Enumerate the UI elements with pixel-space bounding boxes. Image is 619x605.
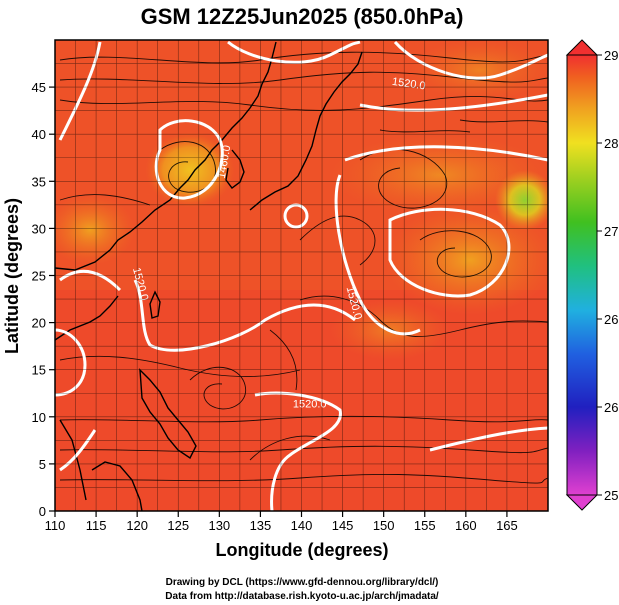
- colorbar-tick-label: 277: [604, 224, 619, 239]
- credit-line-1: Drawing by DCL (https://www.gfd-dennou.o…: [166, 577, 439, 588]
- y-tick-label: 10: [32, 410, 46, 425]
- x-tick-label: 130: [208, 518, 230, 533]
- colorbar-bottom-triangle: [565, 494, 599, 511]
- colorbar-tick-label: 253: [604, 488, 619, 503]
- x-tick-label: 115: [86, 518, 107, 533]
- x-tick-label: 165: [496, 518, 518, 533]
- y-tick-label: 15: [32, 363, 46, 378]
- colorbar-ticks: 253 261 269 277 285 293: [597, 48, 619, 503]
- taiwan-coast: [149, 290, 161, 319]
- credit-line-2: Data from http://database.rish.kyoto-u.a…: [165, 591, 439, 602]
- colorbar: 253 261 269 277 285 293: [565, 39, 619, 511]
- borneo-coast: [91, 461, 143, 511]
- colorbar-top-triangle: [565, 39, 599, 56]
- colorbar-tick-label: 261: [604, 400, 619, 415]
- y-tick-label: 5: [39, 457, 46, 472]
- contour-label: 1520.0: [293, 398, 327, 410]
- height-contours: [55, 40, 548, 511]
- y-tick-label: 25: [32, 269, 46, 284]
- x-axis: 110 115 120 125 130 135 140 145 150 155 160 165: [45, 511, 518, 533]
- x-tick-label: 155: [414, 518, 436, 533]
- y-tick-label: 30: [32, 221, 46, 236]
- japan-coast: [249, 51, 363, 211]
- philippines-coast: [139, 368, 197, 460]
- grid: [54, 39, 549, 512]
- colorbar-tick-label: 269: [604, 312, 619, 327]
- y-tick-label: 45: [32, 80, 46, 95]
- chart-title: GSM 12Z25Jun2025 (850.0hPa): [141, 4, 464, 29]
- contour-label: 1460.0: [216, 144, 234, 179]
- y-tick-label: 35: [32, 174, 46, 189]
- y-axis: 0 5 10 15 20 25 30 35 40 45: [32, 80, 55, 519]
- china-coast: [55, 41, 277, 271]
- x-tick-label: 135: [250, 518, 272, 533]
- colorbar-gradient: [566, 54, 598, 496]
- x-tick-label: 150: [373, 518, 395, 533]
- y-axis-label: Latitude (degrees): [2, 198, 22, 354]
- streamlines: [59, 51, 548, 484]
- y-tick-label: 0: [39, 504, 46, 519]
- x-tick-label: 120: [126, 518, 148, 533]
- x-tick-label: 110: [45, 518, 66, 533]
- contour-label: 1520.0: [391, 76, 426, 93]
- x-tick-label: 160: [455, 518, 477, 533]
- x-tick-label: 140: [291, 518, 313, 533]
- x-tick-label: 145: [332, 518, 354, 533]
- x-tick-label: 125: [167, 518, 189, 533]
- colorbar-tick-label: 293: [604, 48, 619, 63]
- y-tick-label: 40: [32, 127, 46, 142]
- x-axis-label: Longitude (degrees): [215, 540, 388, 560]
- y-tick-label: 20: [32, 316, 46, 331]
- colorbar-tick-label: 285: [604, 136, 619, 151]
